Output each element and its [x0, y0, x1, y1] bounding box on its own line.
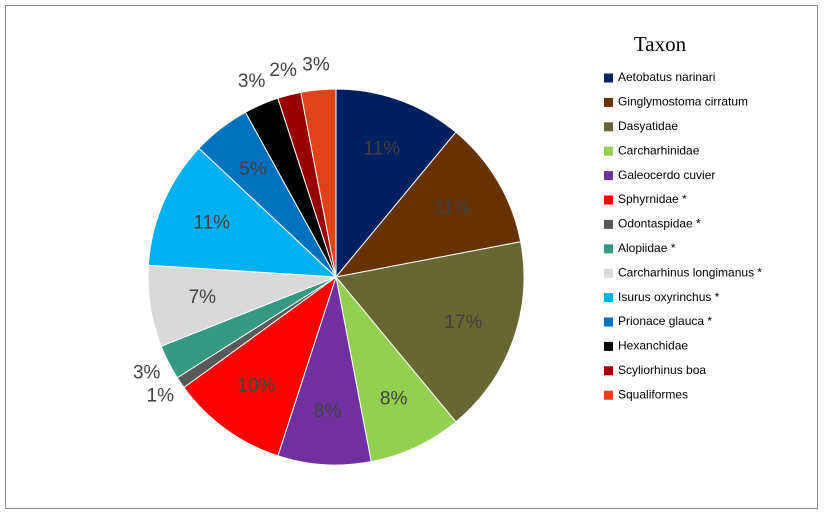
legend-label: Odontaspidae *: [618, 217, 701, 231]
legend-label: Aetobatus narinari: [618, 70, 715, 84]
legend-label: Scyliorhinus boa: [618, 363, 706, 377]
data-label: 17%: [444, 312, 482, 333]
legend-label: Carcharhinus longimanus *: [618, 265, 762, 279]
data-label: 11%: [364, 139, 401, 160]
legend-label: Isurus oxyrinchus *: [618, 290, 720, 304]
legend-label: Alopiidae *: [618, 241, 676, 255]
pie-slice: [335, 241, 525, 423]
pie-slice: [335, 88, 457, 279]
legend-swatch: [604, 317, 613, 327]
legend-swatch: [604, 171, 613, 181]
legend-swatch: [604, 366, 613, 376]
legend-swatch: [604, 73, 613, 83]
legend-title: Taxon: [634, 32, 687, 56]
data-label: 8%: [380, 388, 408, 409]
data-label: 3%: [133, 362, 161, 383]
data-label: 10%: [237, 376, 275, 397]
legend-label: Ginglymostoma cirratum: [618, 95, 748, 109]
data-label: 3%: [302, 55, 330, 76]
data-label: 8%: [314, 401, 342, 422]
legend-label: Galeocerdo cuvier: [618, 168, 715, 182]
legend-swatch: [604, 390, 613, 400]
data-label: 7%: [189, 287, 217, 308]
legend-swatch: [604, 293, 613, 303]
legend-label: Sphyrnidae *: [618, 192, 687, 206]
data-label: 11%: [434, 197, 471, 218]
pie-slice: [147, 147, 338, 278]
legend-label: Carcharhinidae: [618, 143, 700, 157]
data-label: 5%: [239, 159, 267, 180]
data-label: 11%: [193, 212, 230, 233]
pie-slice: [300, 88, 337, 278]
data-label: 3%: [238, 71, 266, 92]
legend-swatch: [604, 244, 613, 254]
legend-swatch: [604, 341, 613, 351]
legend-swatch: [604, 122, 613, 132]
pie-slice: [335, 276, 457, 463]
legend-swatch: [604, 195, 613, 205]
pie-slice: [277, 276, 372, 466]
data-label: 2%: [269, 60, 297, 81]
pie-slice: [334, 131, 522, 278]
legend-label: Prionace glauca *: [618, 314, 712, 328]
legend-swatch: [604, 146, 613, 156]
legend-label: Hexanchidae: [618, 339, 688, 353]
legend-swatch: [604, 219, 613, 229]
legend-swatch: [604, 97, 613, 107]
legend-label: Squaliformes: [618, 387, 688, 401]
pie-slice: [183, 275, 337, 457]
legend-label: Dasyatidae: [618, 119, 678, 133]
data-label: 1%: [147, 385, 175, 406]
legend-swatch: [604, 268, 613, 278]
